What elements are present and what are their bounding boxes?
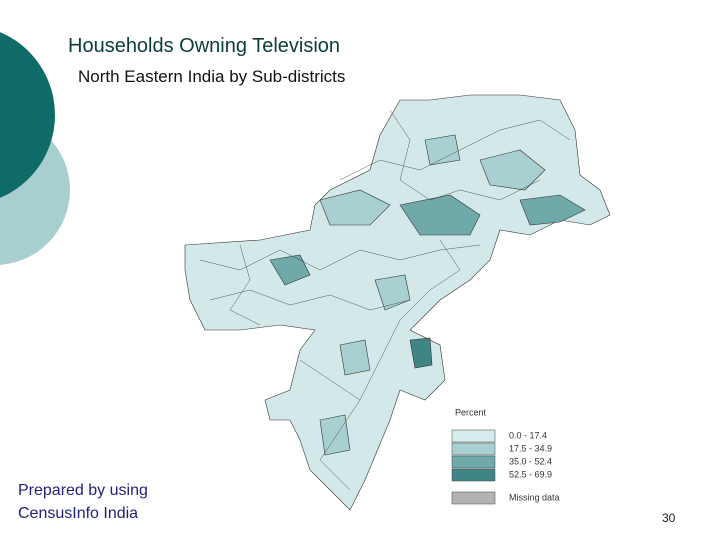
map-patch <box>424 134 461 166</box>
map <box>184 94 611 511</box>
legend-swatch <box>451 468 496 482</box>
map-patch <box>399 194 481 236</box>
map-patch <box>479 149 546 191</box>
subtitle: North Eastern India by Sub-districts <box>78 67 345 86</box>
map-patch <box>409 337 433 369</box>
map-patch <box>319 189 391 226</box>
legend-swatch <box>451 442 496 456</box>
legend: Percent 0.0 - 17.4 17.5 - 34.9 35.0 - 52… <box>451 407 560 505</box>
map-patch <box>319 414 351 456</box>
page-number: 30 <box>662 511 676 525</box>
map-patch <box>269 254 311 286</box>
boundaries <box>199 109 571 491</box>
legend-label: 17.5 - 34.9 <box>509 443 552 453</box>
legend-swatch <box>451 455 496 469</box>
credit: Prepared by using <box>18 482 148 499</box>
legend-title: Percent <box>455 407 487 417</box>
legend-swatch <box>451 491 496 505</box>
title: Households Owning Television <box>68 35 340 57</box>
legend-label: Missing data <box>509 492 560 502</box>
legend-label: 35.0 - 52.4 <box>509 456 552 466</box>
legend-swatch <box>451 429 496 443</box>
legend-label: 0.0 - 17.4 <box>509 430 547 440</box>
map-patch <box>519 194 586 226</box>
decor-circle-dark <box>0 32 55 198</box>
credit: CensusInfo India <box>18 505 138 522</box>
map-patch <box>339 339 371 376</box>
legend-label: 52.5 - 69.9 <box>509 469 552 479</box>
